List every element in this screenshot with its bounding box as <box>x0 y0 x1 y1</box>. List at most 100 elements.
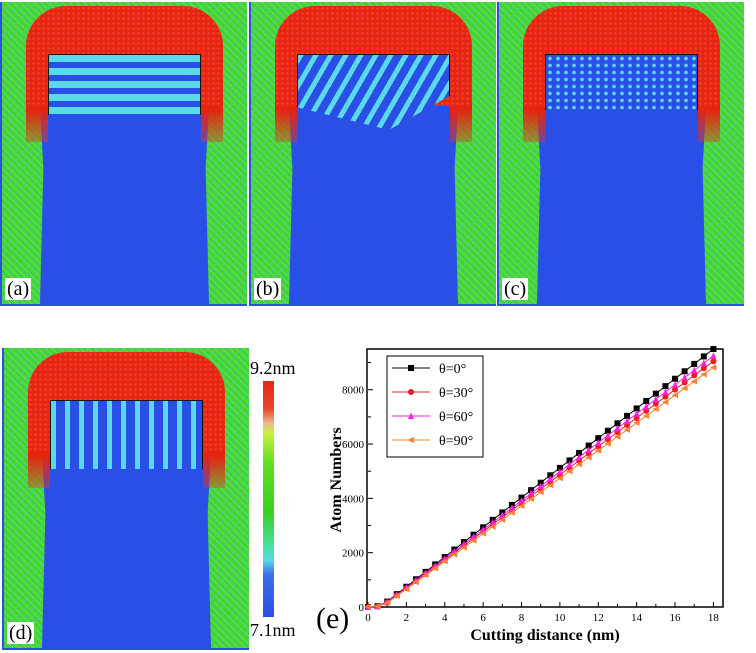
data-point <box>709 364 717 371</box>
y-tick-label: 8000 <box>342 385 365 397</box>
data-point <box>624 417 631 424</box>
data-point <box>393 593 400 600</box>
data-point <box>383 599 391 606</box>
data-point <box>672 386 679 393</box>
data-point <box>643 402 650 410</box>
panel-label-e: (e) <box>316 602 350 635</box>
data-point <box>604 427 611 434</box>
x-tick-label: 2 <box>404 612 410 624</box>
legend-marker <box>407 437 414 443</box>
data-point <box>691 372 698 379</box>
panel-c: (c) <box>497 2 744 306</box>
data-point <box>479 530 487 537</box>
legend-label: θ=0° <box>439 362 466 377</box>
data-point <box>652 406 659 413</box>
legend-label: θ=30° <box>439 386 473 401</box>
x-axis-title: Cutting distance (nm) <box>470 627 619 644</box>
data-point <box>700 365 707 372</box>
y-tick-label: 6000 <box>342 439 365 451</box>
data-point <box>595 435 602 442</box>
data-point <box>556 468 563 475</box>
data-point <box>585 454 592 461</box>
data-point <box>441 558 448 565</box>
data-point <box>681 385 688 392</box>
colorbar-max-label: 9.2nm <box>250 358 296 378</box>
data-point <box>576 453 583 461</box>
data-point <box>652 400 659 407</box>
colorbar <box>263 381 274 617</box>
data-point <box>633 405 640 412</box>
data-point <box>710 352 717 359</box>
x-tick-label: 14 <box>631 612 643 624</box>
x-tick-label: 12 <box>593 612 604 624</box>
y-tick-label: 4000 <box>342 493 365 505</box>
data-point <box>508 504 515 511</box>
legend-label: θ=60° <box>439 410 473 425</box>
data-point <box>624 412 631 419</box>
data-point <box>556 464 563 471</box>
data-point <box>690 378 698 385</box>
data-point <box>691 366 698 374</box>
data-point <box>422 572 429 579</box>
x-tick-label: 8 <box>519 612 525 624</box>
data-point <box>604 431 611 439</box>
data-point <box>556 475 563 482</box>
data-point <box>642 412 650 419</box>
data-point <box>527 496 535 503</box>
legend-marker <box>408 389 414 395</box>
data-point <box>604 440 611 447</box>
panel-label: (a) <box>5 278 32 300</box>
panel-d: (d) <box>2 348 249 650</box>
data-point <box>661 399 669 406</box>
data-point <box>681 379 688 386</box>
panel-b: (b) <box>249 2 496 306</box>
data-point <box>585 442 592 449</box>
y-tick-label: 2000 <box>342 548 365 560</box>
tool-region <box>545 54 698 110</box>
data-point <box>537 482 544 490</box>
y-axis-title: Atom Numbers <box>328 427 345 532</box>
data-point <box>518 502 525 509</box>
data-point <box>480 526 487 533</box>
data-point <box>460 544 467 551</box>
data-point <box>546 482 554 489</box>
data-point <box>671 392 679 399</box>
data-point <box>595 439 602 446</box>
data-point <box>614 424 621 432</box>
data-point <box>700 359 707 367</box>
panel-label: (c) <box>502 278 529 300</box>
data-point <box>412 579 419 586</box>
data-point <box>672 381 679 388</box>
data-point <box>681 373 688 381</box>
data-point <box>489 523 496 530</box>
data-point <box>402 586 410 593</box>
y-tick-label: 0 <box>359 602 365 614</box>
data-point <box>566 460 573 468</box>
data-point <box>652 395 659 403</box>
legend-marker <box>408 412 414 419</box>
data-point <box>498 516 506 523</box>
tool-region <box>50 400 203 469</box>
data-point <box>431 565 439 572</box>
data-point <box>374 603 381 610</box>
data-point <box>537 489 544 496</box>
data-point <box>691 360 698 367</box>
data-point <box>633 410 640 417</box>
data-point <box>450 551 458 558</box>
panel-label: (d) <box>7 622 35 644</box>
x-tick-label: 18 <box>708 612 720 624</box>
x-tick-label: 16 <box>670 612 682 624</box>
data-point <box>364 604 371 610</box>
data-point <box>662 393 669 400</box>
x-tick-label: 10 <box>554 612 566 624</box>
data-point <box>681 368 688 375</box>
data-point <box>566 457 573 464</box>
data-point <box>470 533 477 540</box>
data-point <box>613 433 621 440</box>
x-tick-label: 6 <box>480 612 486 624</box>
legend-marker <box>408 365 414 371</box>
data-point <box>614 420 621 427</box>
data-point <box>576 450 583 457</box>
colorbar-min-label: 7.1nm <box>250 620 296 640</box>
data-point <box>518 497 525 504</box>
